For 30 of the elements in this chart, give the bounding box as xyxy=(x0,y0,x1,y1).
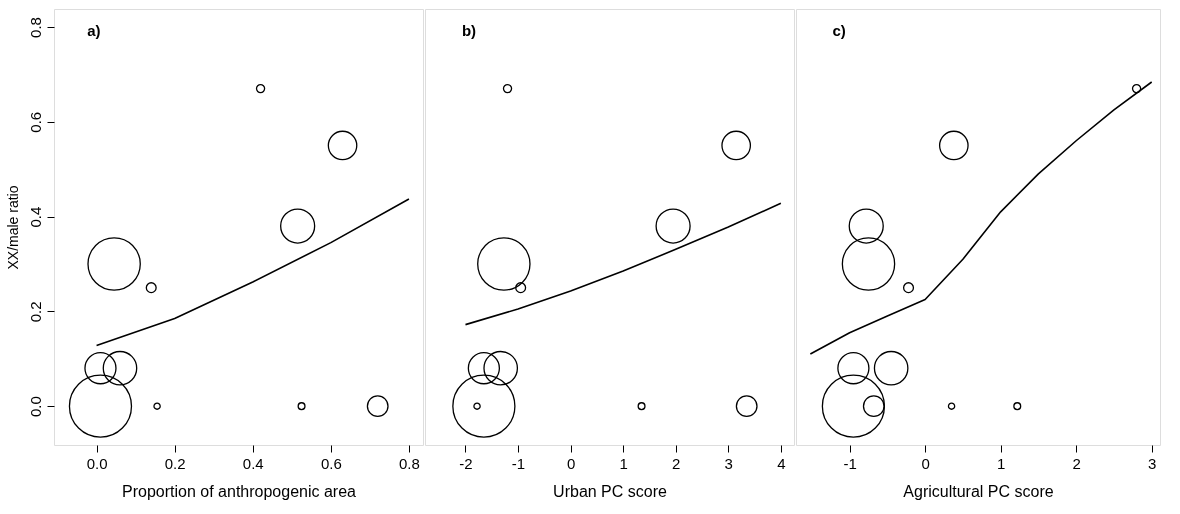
x-tick-label: 0.2 xyxy=(164,454,186,472)
x-tick-label: 0 xyxy=(566,454,576,472)
x-tick-label: 0.8 xyxy=(399,454,420,472)
x-tick-label: 1 xyxy=(996,454,1006,472)
y-tick-label: 0.0 xyxy=(26,396,44,418)
annotation: b) xyxy=(461,22,477,39)
x-tick-label: 4 xyxy=(777,454,786,472)
y-tick-label: 0.6 xyxy=(26,111,44,133)
x-tick-label: 3 xyxy=(724,454,733,472)
annotation: c) xyxy=(832,22,846,39)
x-tick-label: -1 xyxy=(511,454,526,472)
x-tick-label: 0.0 xyxy=(86,454,108,472)
x-tick-label: -1 xyxy=(843,454,857,472)
y-axis-title: XX/male ratio xyxy=(4,185,21,270)
x-axis-title: Agricultural PC score xyxy=(903,482,1054,500)
x-tick-label: 1 xyxy=(619,454,628,472)
x-tick-label: 3 xyxy=(1148,454,1157,472)
x-tick-label: 2 xyxy=(1072,454,1081,472)
y-tick-label: 0.4 xyxy=(26,206,44,228)
x-tick-label: 0.6 xyxy=(320,454,342,472)
x-tick-label: 0.4 xyxy=(242,454,264,472)
x-axis-title: Urban PC score xyxy=(553,482,668,500)
y-tick-label: 0.2 xyxy=(26,301,44,323)
x-axis-title: Proportion of anthropogenic area xyxy=(122,482,357,500)
x-tick-label: 0 xyxy=(921,454,930,472)
line-series xyxy=(95,198,410,347)
x-tick-label: -2 xyxy=(459,454,473,472)
x-tick-label: 2 xyxy=(672,454,681,472)
annotation: a) xyxy=(87,22,101,39)
y-tick-label: 0.8 xyxy=(26,17,44,38)
